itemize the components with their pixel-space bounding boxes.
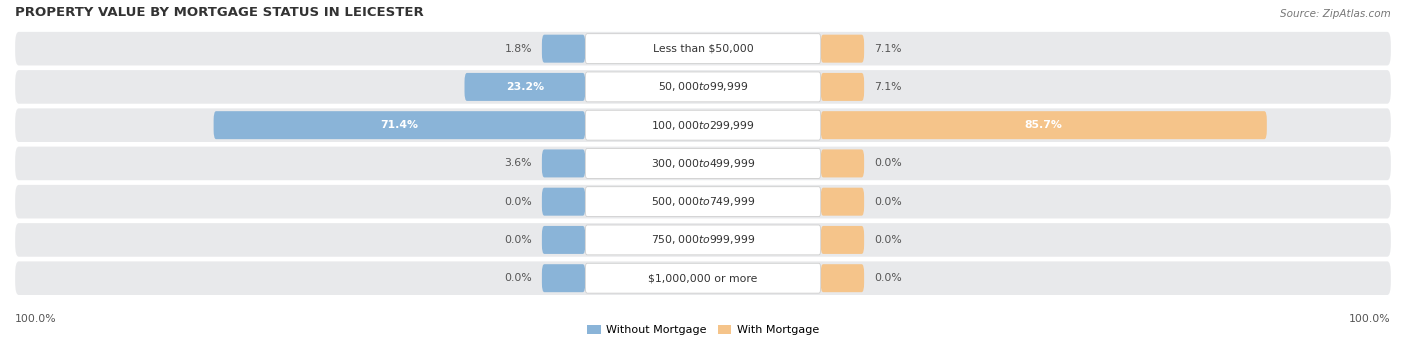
- FancyBboxPatch shape: [821, 35, 865, 63]
- FancyBboxPatch shape: [15, 108, 1391, 142]
- FancyBboxPatch shape: [821, 264, 865, 292]
- FancyBboxPatch shape: [585, 34, 821, 64]
- Text: $500,000 to $749,999: $500,000 to $749,999: [651, 195, 755, 208]
- Text: 1.8%: 1.8%: [505, 44, 531, 54]
- FancyBboxPatch shape: [214, 111, 585, 139]
- Text: 100.0%: 100.0%: [15, 314, 56, 324]
- FancyBboxPatch shape: [585, 110, 821, 140]
- FancyBboxPatch shape: [585, 263, 821, 293]
- Text: 0.0%: 0.0%: [875, 158, 901, 168]
- Text: 85.7%: 85.7%: [1025, 120, 1063, 130]
- Text: 0.0%: 0.0%: [505, 235, 531, 245]
- Text: Less than $50,000: Less than $50,000: [652, 44, 754, 54]
- FancyBboxPatch shape: [821, 188, 865, 216]
- FancyBboxPatch shape: [15, 223, 1391, 257]
- FancyBboxPatch shape: [15, 185, 1391, 219]
- Text: $1,000,000 or more: $1,000,000 or more: [648, 273, 758, 283]
- FancyBboxPatch shape: [541, 150, 585, 177]
- Text: 23.2%: 23.2%: [506, 82, 544, 92]
- FancyBboxPatch shape: [541, 35, 585, 63]
- FancyBboxPatch shape: [585, 225, 821, 255]
- FancyBboxPatch shape: [541, 226, 585, 254]
- Text: $300,000 to $499,999: $300,000 to $499,999: [651, 157, 755, 170]
- Text: PROPERTY VALUE BY MORTGAGE STATUS IN LEICESTER: PROPERTY VALUE BY MORTGAGE STATUS IN LEI…: [15, 6, 425, 19]
- FancyBboxPatch shape: [585, 187, 821, 217]
- Text: 0.0%: 0.0%: [875, 273, 901, 283]
- FancyBboxPatch shape: [15, 70, 1391, 104]
- Text: 100.0%: 100.0%: [1350, 314, 1391, 324]
- Text: 7.1%: 7.1%: [875, 82, 901, 92]
- Text: 71.4%: 71.4%: [381, 120, 419, 130]
- FancyBboxPatch shape: [541, 188, 585, 216]
- Legend: Without Mortgage, With Mortgage: Without Mortgage, With Mortgage: [582, 321, 824, 340]
- FancyBboxPatch shape: [585, 72, 821, 102]
- Text: 0.0%: 0.0%: [875, 235, 901, 245]
- FancyBboxPatch shape: [821, 150, 865, 177]
- Text: 3.6%: 3.6%: [505, 158, 531, 168]
- Text: $50,000 to $99,999: $50,000 to $99,999: [658, 81, 748, 94]
- FancyBboxPatch shape: [541, 264, 585, 292]
- Text: 7.1%: 7.1%: [875, 44, 901, 54]
- Text: 0.0%: 0.0%: [505, 273, 531, 283]
- Text: $750,000 to $999,999: $750,000 to $999,999: [651, 234, 755, 246]
- Text: 0.0%: 0.0%: [875, 197, 901, 207]
- FancyBboxPatch shape: [821, 111, 1267, 139]
- Text: 0.0%: 0.0%: [505, 197, 531, 207]
- FancyBboxPatch shape: [464, 73, 585, 101]
- FancyBboxPatch shape: [15, 147, 1391, 180]
- FancyBboxPatch shape: [821, 73, 865, 101]
- FancyBboxPatch shape: [585, 149, 821, 179]
- FancyBboxPatch shape: [15, 261, 1391, 295]
- Text: $100,000 to $299,999: $100,000 to $299,999: [651, 119, 755, 132]
- Text: Source: ZipAtlas.com: Source: ZipAtlas.com: [1279, 9, 1391, 19]
- FancyBboxPatch shape: [821, 226, 865, 254]
- FancyBboxPatch shape: [15, 32, 1391, 66]
